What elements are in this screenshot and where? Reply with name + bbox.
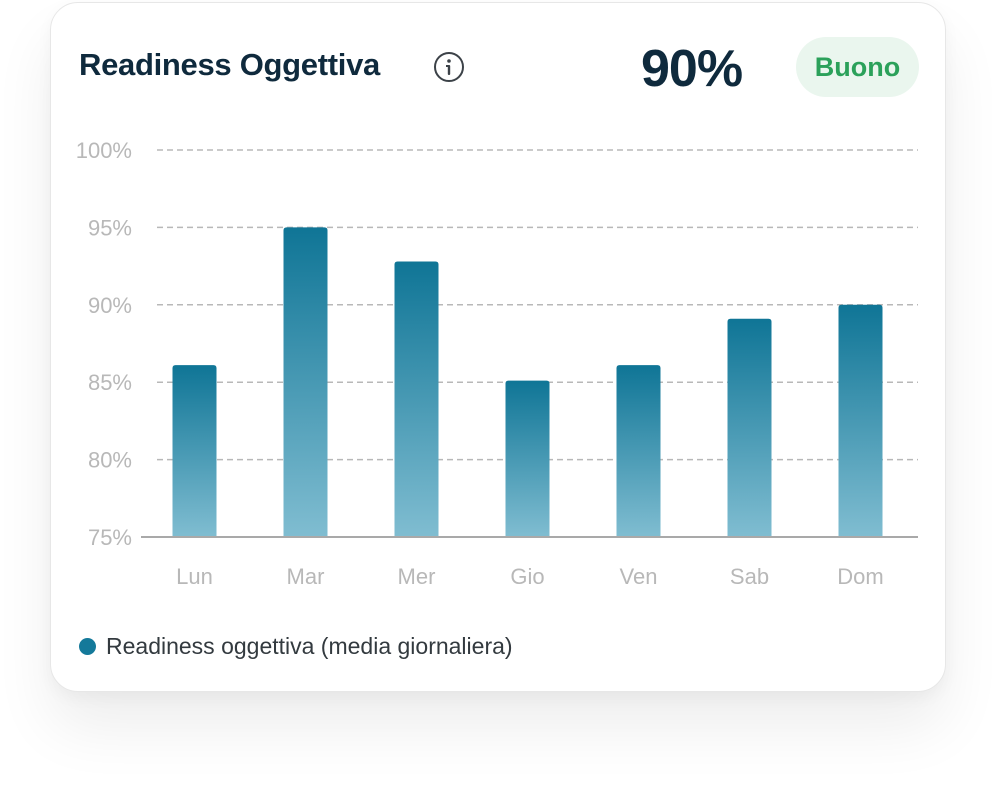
legend-color-dot bbox=[79, 638, 96, 655]
x-tick-label: Gio bbox=[510, 564, 544, 589]
y-tick-label: 85% bbox=[88, 370, 132, 395]
y-tick-label: 95% bbox=[88, 215, 132, 240]
x-tick-label: Dom bbox=[837, 564, 883, 589]
x-tick-label: Mer bbox=[398, 564, 436, 589]
bar-dom[interactable] bbox=[838, 304, 883, 537]
bar-chart: 75% 80% 85% 90% 95% 100% Lun Mar Mer Gio Ven Sab Dom bbox=[76, 138, 918, 589]
y-tick-label: 100% bbox=[76, 138, 132, 163]
readiness-card: Readiness Oggettiva 90% Buono 75% 80% 85% 9… bbox=[50, 2, 946, 692]
bar-lun[interactable] bbox=[172, 365, 217, 537]
info-icon[interactable] bbox=[433, 51, 465, 83]
x-tick-label: Mar bbox=[287, 564, 325, 589]
x-tick-label: Sab bbox=[730, 564, 769, 589]
status-badge: Buono bbox=[796, 37, 919, 97]
readiness-score: 90% bbox=[641, 40, 743, 98]
y-tick-label: 90% bbox=[88, 293, 132, 318]
bar-sab[interactable] bbox=[727, 318, 772, 537]
card-title: Readiness Oggettiva bbox=[79, 47, 380, 82]
bar-ven[interactable] bbox=[616, 365, 661, 537]
x-tick-label: Ven bbox=[620, 564, 658, 589]
bar-gio[interactable] bbox=[505, 380, 550, 537]
x-tick-label: Lun bbox=[176, 564, 213, 589]
y-tick-label: 75% bbox=[88, 525, 132, 550]
y-tick-label: 80% bbox=[88, 448, 132, 473]
bar-mer[interactable] bbox=[394, 261, 439, 537]
legend-label: Readiness oggettiva (media giornaliera) bbox=[106, 633, 513, 659]
bar-mar[interactable] bbox=[283, 227, 328, 537]
chart-legend: Readiness oggettiva (media giornaliera) bbox=[79, 633, 513, 660]
